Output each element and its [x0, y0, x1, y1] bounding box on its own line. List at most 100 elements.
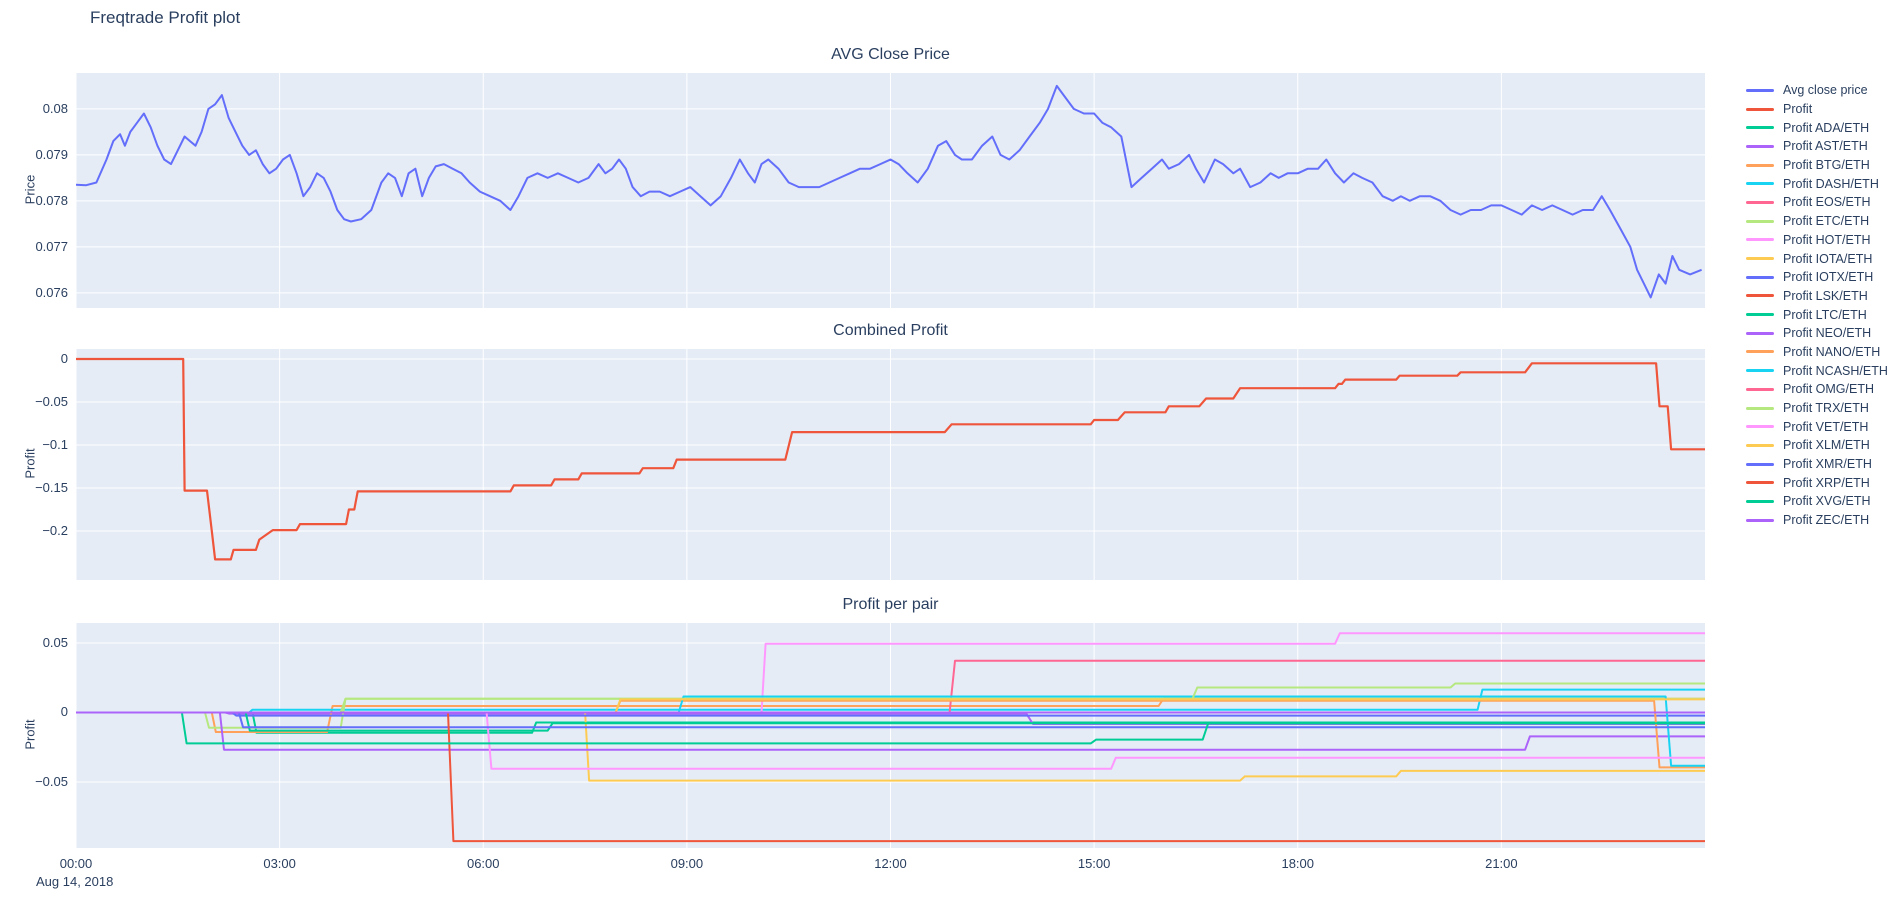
legend-label: Profit ETC/ETH [1783, 214, 1870, 229]
legend-swatch [1746, 425, 1774, 429]
legend-item-profit-neo-eth[interactable]: Profit NEO/ETH [1746, 324, 1888, 343]
legend-swatch [1746, 518, 1774, 522]
series-line-profit[interactable] [76, 357, 1705, 561]
legend-label: Profit NANO/ETH [1783, 344, 1881, 359]
legend-item-profit-btg-eth[interactable]: Profit BTG/ETH [1746, 156, 1888, 175]
y-tick-label: 0.076 [35, 284, 68, 300]
legend: Avg close price Profit Profit ADA/ETH Profi… [1746, 81, 1888, 530]
legend-label: Profit HOT/ETH [1783, 232, 1871, 247]
legend-label: Profit XRP/ETH [1783, 475, 1870, 490]
legend-item-profit-hot-eth[interactable]: Profit HOT/ETH [1746, 231, 1888, 250]
legend-item-profit-nano-eth[interactable]: Profit NANO/ETH [1746, 343, 1888, 362]
legend-item-profit-iotx-eth[interactable]: Profit IOTX/ETH [1746, 268, 1888, 287]
legend-label: Profit AST/ETH [1783, 139, 1868, 154]
legend-label: Profit LTC/ETH [1783, 307, 1867, 322]
legend-item-profit-iota-eth[interactable]: Profit IOTA/ETH [1746, 249, 1888, 268]
legend-swatch [1746, 275, 1774, 279]
legend-item-profit-ncash-eth[interactable]: Profit NCASH/ETH [1746, 361, 1888, 380]
legend-label: Profit TRX/ETH [1783, 401, 1869, 416]
legend-swatch [1746, 257, 1774, 261]
chart-avg-close-price[interactable] [76, 73, 1705, 308]
legend-swatch [1746, 144, 1774, 148]
legend-label: Profit [1783, 102, 1813, 117]
legend-label: Profit BTG/ETH [1783, 158, 1870, 173]
legend-swatch [1746, 163, 1774, 167]
legend-item-profit-lsk-eth[interactable]: Profit LSK/ETH [1746, 287, 1888, 306]
y-tick-label: −0.05 [35, 773, 68, 789]
legend-label: Profit OMG/ETH [1783, 382, 1874, 397]
legend-label: Profit DASH/ETH [1783, 176, 1879, 191]
legend-item-profit[interactable]: Profit [1746, 100, 1888, 119]
legend-item-profit-ada-eth[interactable]: Profit ADA/ETH [1746, 118, 1888, 137]
y-tick-label: −0.15 [35, 479, 68, 495]
legend-swatch [1746, 462, 1774, 466]
legend-swatch [1746, 481, 1774, 485]
x-tick-label: 09:00 [670, 856, 704, 871]
x-tick-label: 03:00 [263, 856, 296, 871]
legend-swatch [1746, 499, 1774, 503]
legend-item-profit-xmr-eth[interactable]: Profit XMR/ETH [1746, 455, 1888, 474]
subplot-title-profit-per-pair: Profit per pair [842, 596, 939, 613]
legend-swatch [1746, 369, 1774, 373]
legend-swatch [1746, 294, 1774, 298]
y-tick-label: 0.08 [42, 100, 68, 116]
chart-combined-profit[interactable] [76, 349, 1705, 580]
legend-label: Profit IOTX/ETH [1783, 270, 1874, 285]
legend-label: Profit XVG/ETH [1783, 494, 1871, 509]
legend-item-profit-trx-eth[interactable]: Profit TRX/ETH [1746, 399, 1888, 418]
legend-label: Profit ADA/ETH [1783, 120, 1870, 135]
y-tick-label: 0 [60, 704, 68, 720]
y-tick-label: 0.05 [42, 635, 68, 650]
legend-swatch [1746, 238, 1774, 242]
x-tick-label: 00:00 [59, 856, 93, 871]
x-tick-label: 18:00 [1281, 856, 1315, 871]
legend-label: Avg close price [1783, 83, 1868, 98]
y-axis-label-combined-profit: Profit [22, 447, 38, 479]
legend-swatch [1746, 88, 1774, 92]
x-tick-label: 15:00 [1077, 856, 1111, 871]
subplot-title-avg-close-price: AVG Close Price [831, 46, 950, 63]
legend-item-profit-eos-eth[interactable]: Profit EOS/ETH [1746, 193, 1888, 212]
legend-label: Profit IOTA/ETH [1783, 251, 1873, 266]
legend-item-profit-ltc-eth[interactable]: Profit LTC/ETH [1746, 305, 1888, 324]
y-tick-label: −0.2 [42, 522, 68, 538]
legend-label: Profit XMR/ETH [1783, 457, 1872, 472]
legend-label: Profit ZEC/ETH [1783, 513, 1870, 528]
legend-item-profit-omg-eth[interactable]: Profit OMG/ETH [1746, 380, 1888, 399]
legend-swatch [1746, 200, 1774, 204]
legend-label: Profit VET/ETH [1783, 419, 1869, 434]
y-tick-label: 0.078 [35, 192, 68, 208]
legend-swatch [1746, 331, 1774, 335]
chart-profit-per-pair[interactable] [76, 623, 1705, 848]
subplot-title-combined-profit: Combined Profit [833, 322, 948, 339]
x-tick-label: 21:00 [1485, 856, 1518, 871]
x-tick-label: 12:00 [874, 856, 907, 871]
legend-item-profit-xrp-eth[interactable]: Profit XRP/ETH [1746, 473, 1888, 492]
legend-item-profit-dash-eth[interactable]: Profit DASH/ETH [1746, 174, 1888, 193]
series-line-profit-trx-eth[interactable] [76, 682, 1705, 714]
legend-swatch [1746, 182, 1774, 186]
legend-swatch [1746, 443, 1774, 447]
x-axis-date-label: Aug 14, 2018 [36, 874, 114, 889]
legend-swatch [1746, 219, 1774, 223]
legend-swatch [1746, 126, 1774, 130]
y-tick-label: −0.05 [35, 393, 68, 409]
legend-item-avg-close-price[interactable]: Avg close price [1746, 81, 1888, 100]
x-tick-label: 06:00 [466, 856, 500, 871]
y-tick-label: −0.1 [42, 436, 68, 452]
legend-label: Profit EOS/ETH [1783, 195, 1871, 210]
legend-swatch [1746, 406, 1774, 410]
y-tick-label: 0.077 [35, 238, 68, 254]
legend-item-profit-ast-eth[interactable]: Profit AST/ETH [1746, 137, 1888, 156]
legend-item-profit-zec-eth[interactable]: Profit ZEC/ETH [1746, 511, 1888, 530]
legend-item-profit-vet-eth[interactable]: Profit VET/ETH [1746, 417, 1888, 436]
legend-item-profit-etc-eth[interactable]: Profit ETC/ETH [1746, 212, 1888, 231]
legend-item-profit-xvg-eth[interactable]: Profit XVG/ETH [1746, 492, 1888, 511]
legend-item-profit-xlm-eth[interactable]: Profit XLM/ETH [1746, 436, 1888, 455]
legend-swatch [1746, 313, 1774, 317]
series-line-avg-close-price[interactable] [76, 84, 1702, 299]
legend-swatch [1746, 107, 1774, 111]
legend-label: Profit LSK/ETH [1783, 288, 1868, 303]
series-line-profit-xvg-eth[interactable] [76, 711, 1705, 745]
